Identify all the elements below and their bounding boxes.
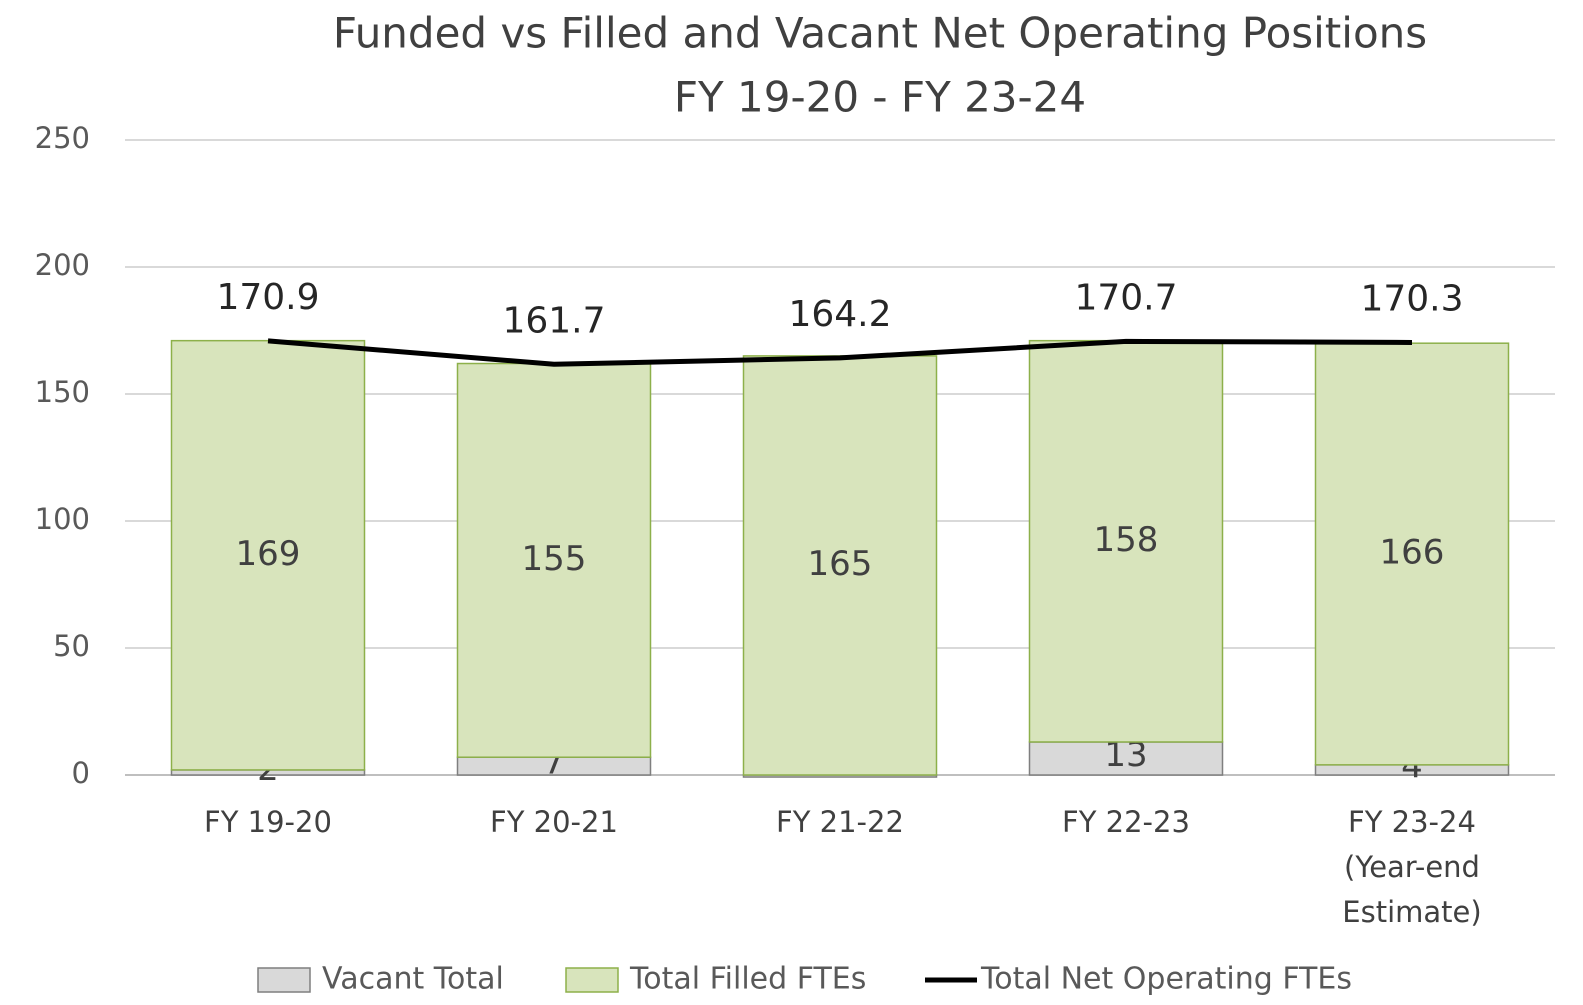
bar (1314, 342, 1510, 766)
y-tick-label: 0 (72, 756, 90, 790)
data-label: 170.9 (216, 277, 319, 318)
x-tick-label: FY 21-22 (776, 805, 904, 839)
y-tick-label: 100 (35, 502, 90, 536)
bar (1028, 339, 1224, 743)
legend-label: Vacant Total (322, 962, 504, 997)
y-tick-label: 150 (35, 375, 90, 409)
x-tick-label: FY 19-20 (204, 805, 332, 839)
data-label: 170.3 (1360, 278, 1463, 319)
legend-swatch (257, 967, 311, 993)
chart-title: Funded vs Filled and Vacant Net Operatin… (333, 9, 1427, 58)
chart-subtitle: FY 19-20 - FY 23-24 (674, 73, 1086, 122)
y-tick-label: 50 (53, 629, 90, 663)
data-label: 169 (236, 534, 301, 574)
legend-swatch (565, 967, 619, 993)
data-label: 166 (1380, 533, 1445, 573)
bar (1028, 741, 1224, 776)
data-label: 155 (522, 539, 587, 579)
data-label: 164.2 (788, 294, 891, 335)
data-label: 158 (1094, 520, 1159, 560)
bar (742, 355, 938, 776)
y-tick-label: 250 (35, 121, 90, 155)
line (267, 338, 1413, 367)
legend-label: Total Net Operating FTEs (980, 962, 1352, 997)
y-tick-label: 200 (35, 248, 90, 282)
data-label: 170.7 (1074, 277, 1177, 318)
x-tick-label: FY 22-23 (1062, 805, 1190, 839)
data-label: 165 (808, 544, 873, 584)
legend-label: Total Filled FTEs (629, 962, 866, 997)
bar (170, 339, 366, 771)
x-tick-label: FY 23-24 (Year-end Estimate) (1342, 805, 1482, 929)
data-label: 161.7 (502, 300, 605, 341)
x-tick-label: FY 20-21 (490, 805, 618, 839)
